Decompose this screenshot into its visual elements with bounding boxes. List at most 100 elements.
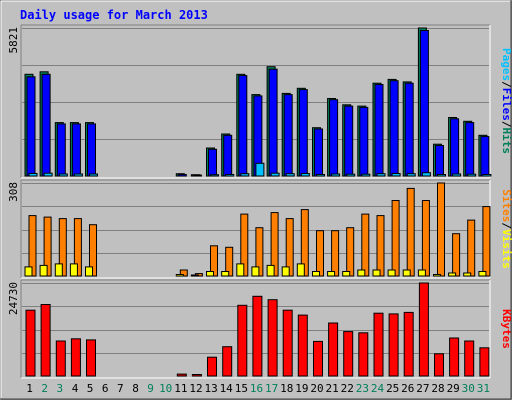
bar-hits-files-day-28 bbox=[435, 145, 444, 177]
bar-visits-visits-day-21 bbox=[327, 271, 336, 277]
x-tick-label-day-10: 10 bbox=[159, 382, 172, 395]
bar-hits-pages-day-2 bbox=[43, 172, 53, 177]
bar-kbytes-kbytes-day-4 bbox=[70, 338, 81, 377]
bar-kbytes-kbytes-day-13 bbox=[207, 356, 217, 377]
bar-visits-visits-day-23 bbox=[357, 269, 366, 277]
bar-visits-visits-day-18 bbox=[281, 266, 290, 277]
bar-kbytes-kbytes-day-26 bbox=[403, 311, 414, 377]
x-tick-label-day-7: 7 bbox=[117, 382, 124, 395]
bar-visits-visits-day-27 bbox=[417, 269, 426, 277]
x-tick-label-day-31: 31 bbox=[477, 382, 490, 395]
bar-kbytes-kbytes-day-21 bbox=[328, 322, 339, 377]
bar-hits-pages-day-25 bbox=[391, 173, 401, 177]
bar-kbytes-kbytes-day-29 bbox=[449, 337, 460, 377]
x-tick-label-day-19: 19 bbox=[295, 382, 308, 395]
bar-visits-visits-day-24 bbox=[372, 269, 381, 277]
bar-visits-visits-day-30 bbox=[463, 272, 472, 277]
bar-hits-pages-day-20 bbox=[316, 174, 325, 177]
bar-hits-files-day-22 bbox=[344, 105, 354, 177]
bar-hits-files-day-17 bbox=[268, 68, 278, 177]
x-tick-label-day-24: 24 bbox=[371, 382, 385, 395]
bar-visits-sites-day-20 bbox=[316, 230, 324, 277]
x-tick-label-day-5: 5 bbox=[87, 382, 94, 395]
bar-hits-files-day-26 bbox=[404, 82, 414, 177]
x-tick-label-day-26: 26 bbox=[401, 382, 414, 395]
bar-hits-pages-day-4 bbox=[73, 173, 83, 177]
panel-visits-legend: Sites/Visits bbox=[500, 189, 512, 269]
panel-hits-legend: Pages/Files/Hits bbox=[500, 48, 512, 154]
x-tick-label-day-13: 13 bbox=[204, 382, 217, 395]
bar-hits-files-day-19 bbox=[298, 89, 308, 177]
x-tick-label-day-22: 22 bbox=[341, 382, 354, 395]
x-tick-label-day-6: 6 bbox=[102, 382, 109, 395]
bar-hits-pages-day-16 bbox=[255, 162, 265, 177]
bar-hits-files-day-4 bbox=[71, 123, 81, 177]
bar-kbytes-kbytes-day-5 bbox=[86, 339, 96, 377]
x-tick-label-day-27: 27 bbox=[416, 382, 429, 395]
bar-visits-visits-day-26 bbox=[402, 269, 411, 277]
bar-hits-pages-day-26 bbox=[406, 173, 416, 177]
x-tick-label-day-1: 1 bbox=[26, 382, 33, 395]
panel-hits-ymax-label: 5821 bbox=[7, 27, 20, 54]
x-tick-label-day-8: 8 bbox=[132, 382, 139, 395]
bar-hits-files-day-31 bbox=[480, 136, 490, 177]
bar-hits-files-day-11 bbox=[177, 174, 187, 177]
bar-visits-sites-day-26 bbox=[406, 187, 415, 277]
bar-visits-visits-day-28 bbox=[433, 274, 441, 277]
bar-visits-visits-day-14 bbox=[221, 271, 230, 277]
bar-visits-visits-day-4 bbox=[69, 263, 78, 277]
legend-visits: Visits bbox=[500, 229, 512, 269]
bar-visits-visits-day-1 bbox=[24, 266, 33, 277]
bar-hits-pages-day-23 bbox=[361, 173, 371, 177]
bar-visits-visits-day-11 bbox=[175, 274, 184, 277]
bar-visits-visits-day-20 bbox=[312, 271, 320, 277]
bar-hits-files-day-18 bbox=[283, 94, 293, 177]
bar-hits-pages-day-28 bbox=[437, 174, 446, 177]
bar-visits-visits-day-19 bbox=[296, 263, 305, 277]
bar-hits-files-day-21 bbox=[329, 99, 339, 177]
x-tick-label-day-9: 9 bbox=[147, 382, 154, 395]
bar-kbytes-kbytes-day-25 bbox=[388, 313, 399, 377]
bar-kbytes-kbytes-day-14 bbox=[222, 346, 233, 377]
bar-hits-pages-day-5 bbox=[89, 173, 98, 177]
x-tick-label-day-11: 11 bbox=[174, 382, 187, 395]
bar-hits-pages-day-27 bbox=[421, 172, 431, 177]
bar-hits-files-day-30 bbox=[465, 122, 475, 177]
x-tick-label-day-29: 29 bbox=[447, 382, 460, 395]
bar-hits-pages-day-19 bbox=[300, 173, 310, 177]
bar-visits-sites-day-22 bbox=[346, 227, 355, 277]
bar-hits-files-day-23 bbox=[359, 106, 369, 177]
bar-hits-pages-day-3 bbox=[58, 173, 68, 177]
legend-separator: / bbox=[500, 121, 512, 128]
bar-hits-files-day-29 bbox=[450, 118, 460, 177]
bar-visits-visits-day-25 bbox=[387, 269, 396, 277]
bar-kbytes-kbytes-day-23 bbox=[358, 332, 369, 377]
bar-visits-visits-day-3 bbox=[54, 263, 63, 277]
bar-kbytes-kbytes-day-3 bbox=[55, 340, 66, 377]
bar-kbytes-kbytes-day-20 bbox=[313, 340, 323, 377]
bar-visits-visits-day-17 bbox=[266, 264, 275, 277]
bar-hits-files-day-13 bbox=[208, 148, 217, 177]
bar-visits-sites-day-29 bbox=[452, 233, 461, 277]
bar-visits-sites-day-24 bbox=[376, 215, 385, 277]
bar-visits-sites-day-23 bbox=[361, 213, 370, 277]
bar-hits-pages-day-31 bbox=[482, 174, 492, 177]
bar-hits-pages-day-15 bbox=[240, 173, 250, 177]
bar-hits-files-day-3 bbox=[56, 123, 66, 177]
panel-kbytes-legend: KBytes bbox=[500, 309, 512, 349]
chart-title: Daily usage for March 2013 bbox=[20, 8, 208, 22]
bar-visits-visits-day-2 bbox=[39, 264, 48, 277]
bar-hits-files-day-24 bbox=[374, 84, 384, 177]
bar-kbytes-kbytes-day-27 bbox=[418, 282, 429, 377]
bar-visits-sites-day-25 bbox=[391, 200, 400, 277]
x-tick-label-day-21: 21 bbox=[325, 382, 338, 395]
x-tick-label-day-25: 25 bbox=[386, 382, 399, 395]
bar-kbytes-kbytes-day-18 bbox=[282, 309, 293, 377]
bar-kbytes-kbytes-day-16 bbox=[252, 295, 263, 377]
bar-hits-pages-day-13 bbox=[210, 174, 219, 177]
bar-hits-pages-day-1 bbox=[28, 173, 38, 177]
legend-separator: / bbox=[500, 81, 512, 88]
bar-kbytes-kbytes-day-15 bbox=[237, 304, 248, 377]
